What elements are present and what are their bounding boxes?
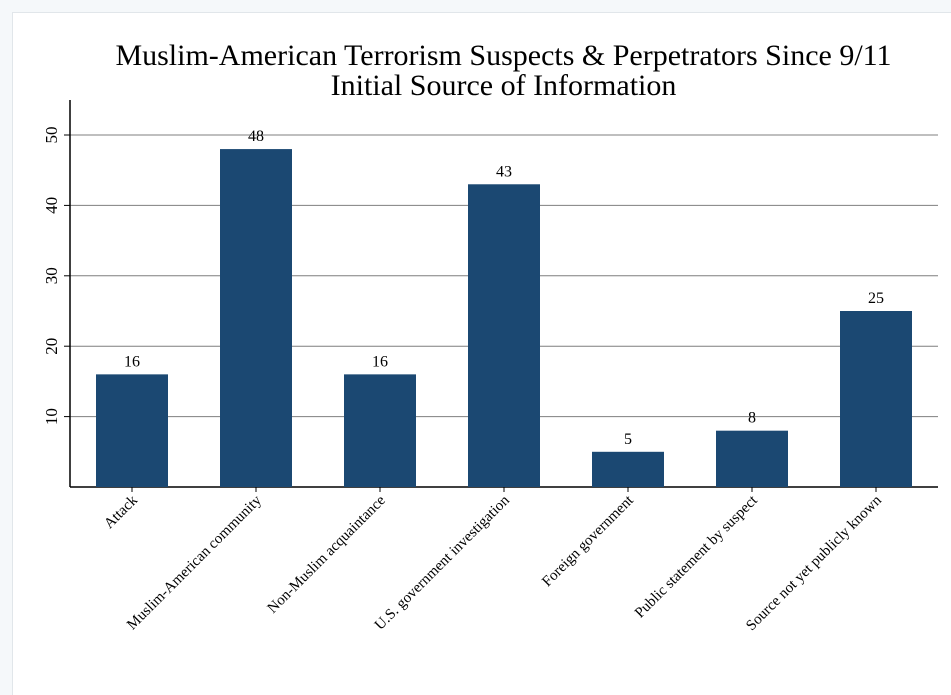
bar [840, 311, 912, 487]
x-tick-label: Muslim-American community [124, 492, 265, 633]
data-label: 5 [624, 431, 632, 448]
chart-title: Muslim-American Terrorism Suspects & Per… [115, 39, 892, 72]
x-tick-label: Foreign government [539, 492, 637, 590]
data-label: 16 [372, 353, 388, 370]
bar [220, 149, 292, 487]
y-tick-label: 30 [42, 267, 61, 284]
y-tick-label: 50 [42, 127, 61, 144]
x-tick-label: Non-Muslim acquaintance [265, 492, 389, 616]
y-tick-label: 20 [42, 338, 61, 355]
y-tick-label: 40 [42, 197, 61, 214]
bar [716, 430, 788, 487]
bar [96, 374, 168, 487]
data-label: 8 [748, 410, 756, 427]
x-tick-label: Attack [101, 492, 141, 532]
data-label: 25 [868, 290, 884, 307]
data-label: 48 [248, 128, 264, 145]
bar [468, 184, 540, 487]
y-tick-label: 10 [42, 408, 61, 425]
bar [344, 374, 416, 487]
x-tick-label: U.S. government investigation [372, 492, 513, 633]
x-tick-label: Source not yet publicly known [743, 492, 885, 634]
bar [592, 451, 664, 487]
chart-subtitle: Initial Source of Information [330, 69, 677, 102]
data-label: 43 [496, 163, 512, 180]
x-tick-label: Public statement by suspect [632, 492, 761, 621]
data-label: 16 [124, 353, 140, 370]
